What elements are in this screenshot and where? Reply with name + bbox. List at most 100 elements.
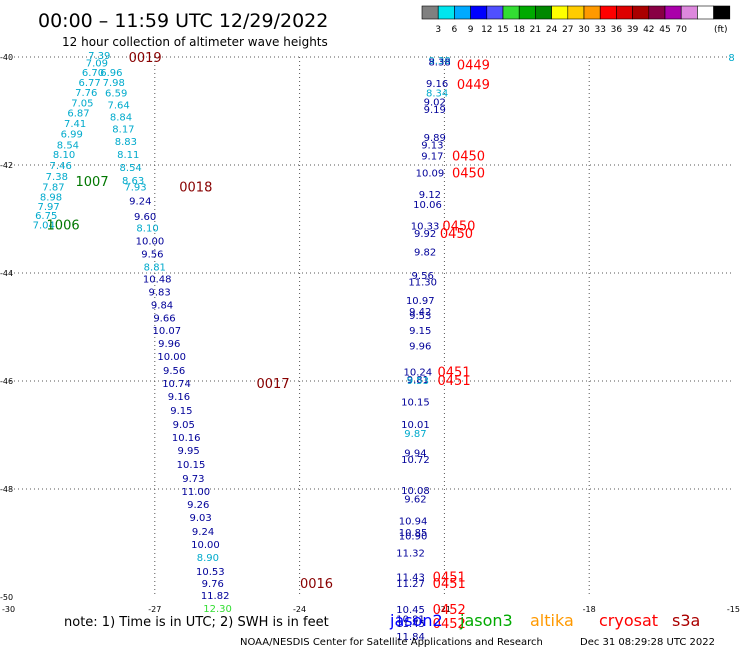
footer-credit: NOAA/NESDIS Center for Satellite Applica… <box>240 637 543 648</box>
color-swatch <box>551 5 569 20</box>
wave-height-point: 10.72 <box>401 455 430 466</box>
wave-height-point: 11.43 <box>396 572 425 583</box>
color-scale-label: 45 <box>659 25 670 35</box>
wave-height-point: 10.90 <box>399 531 428 542</box>
pass-time-label: 0017 <box>257 377 290 392</box>
wave-height-point: 6.96 <box>100 68 122 79</box>
color-swatch <box>599 5 617 20</box>
wave-height-point: 9.05 <box>173 420 195 431</box>
wave-height-point: 9.89 <box>424 133 446 144</box>
pass-time-label: 0018 <box>179 181 212 196</box>
pass-time-label: 0450 <box>440 227 473 242</box>
wave-height-point: 9.13 <box>421 140 443 151</box>
color-scale-labels: 3 6 9 12 15 18 21 24 27 30 33 36 39 42 45 70 <box>435 25 687 35</box>
wave-height-point: 10.15 <box>401 398 430 409</box>
lat-tick-label: -40 <box>0 53 13 62</box>
wave-height-point: 6.70 <box>82 68 104 79</box>
wave-height-point: 10.97 <box>406 296 435 307</box>
wave-height-point: 10.94 <box>399 516 428 527</box>
color-swatch <box>697 5 714 20</box>
lon-tick-label: -18 <box>583 605 596 614</box>
wave-height-point: 10.24 <box>404 367 433 378</box>
wave-height-point: 7.46 <box>50 161 72 172</box>
footer-note: note: 1) Time is in UTC; 2) SWH is in fe… <box>64 615 329 630</box>
wave-height-point: 10.00 <box>136 237 165 248</box>
wave-height-point: 9.62 <box>404 495 426 506</box>
lon-tick-label: -15 <box>727 605 740 614</box>
wave-height-point: 6.75 <box>35 211 57 222</box>
color-scale-label: 21 <box>530 25 541 35</box>
color-scale-label: 12 <box>481 25 492 35</box>
color-swatch <box>421 5 439 20</box>
wave-height-point: 9.15 <box>409 326 431 337</box>
wave-height-point: 7.05 <box>71 98 93 109</box>
wave-height-point: 9.76 <box>202 579 224 590</box>
pass-time-label: 0449 <box>457 78 490 93</box>
wave-height-point: 6.77 <box>79 78 101 89</box>
wave-height-point: 9.82 <box>414 247 436 258</box>
wave-height-point: 7.98 <box>103 78 125 89</box>
lon-tick-label: -30 <box>2 605 15 614</box>
wave-height-point: 8.54 <box>57 140 79 151</box>
color-scale-unit: (ft) <box>714 25 728 35</box>
wave-height-point: 9.96 <box>158 339 180 350</box>
edge-marker: 8 <box>728 53 734 64</box>
map-title: 00:00 – 11:59 UTC 12/29/2022 <box>38 10 328 32</box>
wave-height-point: 6.87 <box>67 109 89 120</box>
wave-height-point: 8.34 <box>426 89 448 100</box>
color-scale-label: 70 <box>675 25 687 35</box>
wave-height-point: 9.38 <box>428 56 450 67</box>
color-swatch <box>648 5 666 20</box>
wave-height-point: 8.83 <box>115 137 137 148</box>
legend-item: altika <box>530 611 574 630</box>
wave-height-point: 9.17 <box>421 151 443 162</box>
color-scale-label: 39 <box>627 25 639 35</box>
wave-height-point: 9.02 <box>424 97 446 108</box>
pass-time-label: 0452 <box>433 617 466 632</box>
map-subtitle: 12 hour collection of altimeter wave hei… <box>62 35 328 49</box>
pass-time-label: 1007 <box>76 175 109 190</box>
wave-height-point: 8.84 <box>110 112 132 123</box>
satellite-legend: jason2 jason3 altika cryosat s3a <box>389 611 700 630</box>
wave-height-point: 9.73 <box>182 474 204 485</box>
wave-height-point: 9.92 <box>414 229 436 240</box>
color-scale-label: 9 <box>468 25 474 35</box>
wave-height-point: 7.38 <box>46 172 68 183</box>
axis-tick-labels: -40 -42 -44 -46 -48 -50 -30 -27 -24 -21 -18 -15 <box>0 53 740 614</box>
wave-height-point: 9.81 <box>407 375 429 386</box>
wave-height-point: 8.54 <box>120 163 142 174</box>
wave-height-point: 9.26 <box>187 500 209 511</box>
color-scale-label: 27 <box>562 25 573 35</box>
wave-height-point: 9.16 <box>168 392 190 403</box>
wave-height-point: 11.27 <box>396 579 425 590</box>
lat-tick-label: -48 <box>0 485 13 494</box>
color-swatch <box>470 5 488 20</box>
wave-height-point: 11.32 <box>396 549 425 560</box>
wave-height-point: 10.45 <box>396 605 425 616</box>
wave-height-point: 7.39 <box>88 51 110 62</box>
legend-item: cryosat <box>599 611 658 630</box>
wave-height-point: 8.10 <box>53 150 75 161</box>
wave-height-point: 8.63 <box>122 176 144 187</box>
lon-tick-label: -21 <box>438 605 451 614</box>
wave-height-point: 11.00 <box>182 487 211 498</box>
color-swatch <box>664 5 682 20</box>
pass-time-label: 0450 <box>452 149 485 164</box>
wave-height-point: 10.07 <box>153 326 182 337</box>
color-scale-label: 33 <box>594 25 605 35</box>
wave-height-point: 6.59 <box>105 89 127 100</box>
legend-item: jason2 <box>389 611 443 630</box>
wave-height-point: 10.16 <box>172 433 201 444</box>
color-scale-label: 6 <box>452 25 458 35</box>
pass-time-label: 0452 <box>433 603 466 618</box>
color-scale-label: 24 <box>546 25 558 35</box>
pass-time-label: 0450 <box>452 167 485 182</box>
wave-height-point: 9.56 <box>141 250 163 261</box>
pass-time-labels: 0019001800170016100710060449044904500450… <box>47 51 490 632</box>
wave-height-point: 9.15 <box>170 406 192 417</box>
wave-height-point: 10.00 <box>191 540 220 551</box>
wave-height-point: 9.56 <box>412 271 434 282</box>
wave-height-point: 10.85 <box>399 528 428 539</box>
lat-tick-label: -44 <box>0 269 13 278</box>
